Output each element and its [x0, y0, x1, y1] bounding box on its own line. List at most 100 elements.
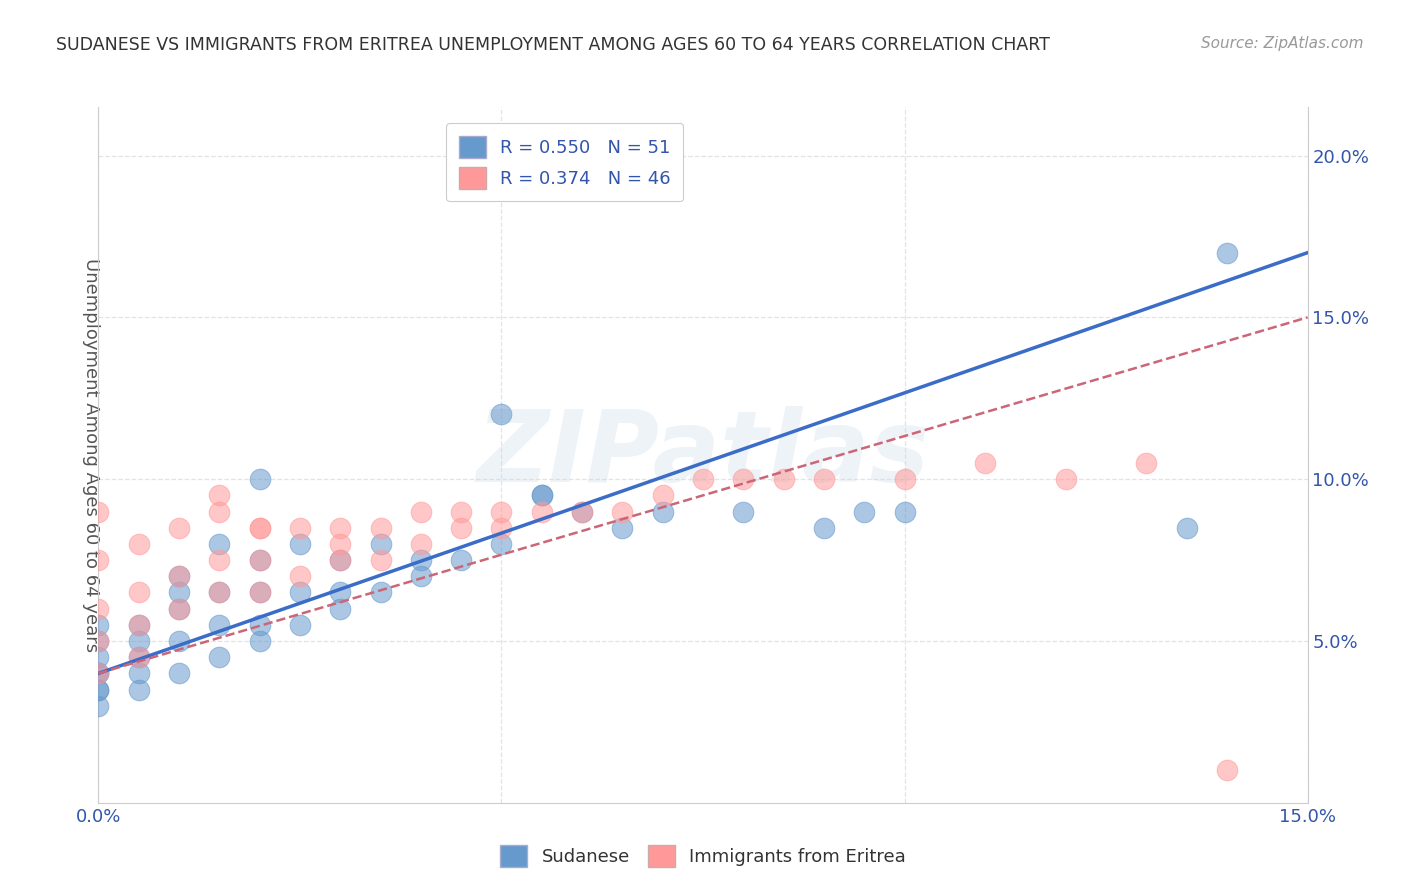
Point: [128, 617, 150, 632]
Point: [167, 634, 190, 648]
Point: [329, 585, 352, 599]
Point: [288, 521, 311, 535]
Point: [87, 666, 110, 681]
Point: [249, 585, 271, 599]
Point: [128, 585, 150, 599]
Point: [491, 521, 513, 535]
Point: [692, 472, 714, 486]
Point: [329, 521, 352, 535]
Point: [208, 650, 231, 665]
Point: [651, 488, 673, 502]
Point: [128, 682, 150, 697]
Point: [87, 553, 110, 567]
Point: [491, 504, 513, 518]
Point: [87, 682, 110, 697]
Point: [208, 585, 231, 599]
Point: [288, 617, 311, 632]
Point: [167, 601, 190, 615]
Point: [128, 650, 150, 665]
Point: [409, 553, 432, 567]
Point: [87, 601, 110, 615]
Point: [370, 585, 392, 599]
Point: [249, 634, 271, 648]
Point: [249, 521, 271, 535]
Point: [813, 472, 835, 486]
Y-axis label: Unemployment Among Ages 60 to 64 years: Unemployment Among Ages 60 to 64 years: [82, 258, 100, 652]
Point: [208, 553, 231, 567]
Point: [853, 504, 876, 518]
Point: [87, 650, 110, 665]
Point: [571, 504, 593, 518]
Point: [450, 504, 472, 518]
Point: [491, 408, 513, 422]
Point: [249, 472, 271, 486]
Point: [167, 601, 190, 615]
Point: [87, 617, 110, 632]
Point: [249, 553, 271, 567]
Point: [288, 585, 311, 599]
Point: [530, 488, 553, 502]
Text: ZIPatlas: ZIPatlas: [477, 407, 929, 503]
Text: Source: ZipAtlas.com: Source: ZipAtlas.com: [1201, 36, 1364, 51]
Point: [128, 666, 150, 681]
Point: [87, 666, 110, 681]
Text: SUDANESE VS IMMIGRANTS FROM ERITREA UNEMPLOYMENT AMONG AGES 60 TO 64 YEARS CORRE: SUDANESE VS IMMIGRANTS FROM ERITREA UNEM…: [56, 36, 1050, 54]
Point: [1216, 764, 1239, 778]
Legend: Sudanese, Immigrants from Eritrea: Sudanese, Immigrants from Eritrea: [492, 838, 914, 874]
Point: [530, 504, 553, 518]
Point: [772, 472, 794, 486]
Point: [167, 569, 190, 583]
Point: [128, 617, 150, 632]
Point: [208, 617, 231, 632]
Point: [1175, 521, 1198, 535]
Point: [491, 537, 513, 551]
Point: [208, 504, 231, 518]
Point: [288, 569, 311, 583]
Point: [128, 537, 150, 551]
Point: [612, 504, 634, 518]
Point: [1216, 245, 1239, 260]
Point: [329, 601, 352, 615]
Point: [409, 504, 432, 518]
Point: [409, 537, 432, 551]
Point: [249, 585, 271, 599]
Point: [329, 553, 352, 567]
Point: [893, 504, 915, 518]
Point: [733, 504, 755, 518]
Point: [128, 634, 150, 648]
Point: [87, 634, 110, 648]
Point: [167, 569, 190, 583]
Point: [208, 488, 231, 502]
Point: [167, 585, 190, 599]
Point: [450, 553, 472, 567]
Point: [329, 537, 352, 551]
Point: [208, 537, 231, 551]
Point: [651, 504, 673, 518]
Point: [530, 488, 553, 502]
Point: [87, 504, 110, 518]
Point: [128, 650, 150, 665]
Point: [370, 553, 392, 567]
Point: [370, 521, 392, 535]
Point: [288, 537, 311, 551]
Point: [612, 521, 634, 535]
Point: [87, 666, 110, 681]
Point: [813, 521, 835, 535]
Point: [329, 553, 352, 567]
Point: [571, 504, 593, 518]
Point: [87, 682, 110, 697]
Point: [409, 569, 432, 583]
Point: [1135, 456, 1157, 470]
Point: [733, 472, 755, 486]
Point: [249, 617, 271, 632]
Point: [370, 537, 392, 551]
Point: [249, 521, 271, 535]
Point: [208, 585, 231, 599]
Point: [450, 521, 472, 535]
Point: [167, 521, 190, 535]
Point: [87, 698, 110, 713]
Point: [249, 553, 271, 567]
Point: [87, 634, 110, 648]
Point: [974, 456, 997, 470]
Point: [893, 472, 915, 486]
